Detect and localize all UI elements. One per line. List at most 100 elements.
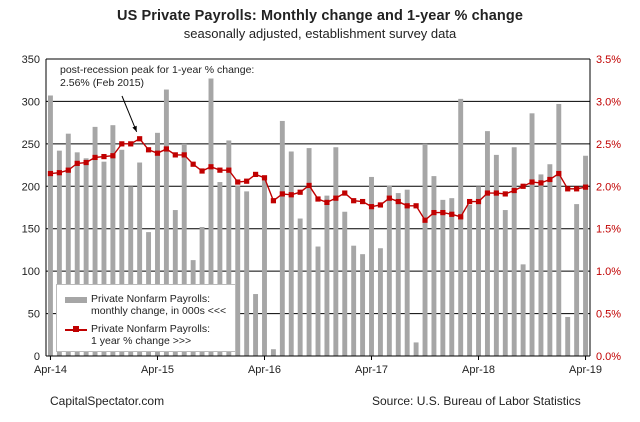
annotation-arrowhead xyxy=(132,125,137,132)
pct-change-marker xyxy=(306,182,312,189)
y-right-tick-label: 2.5% xyxy=(596,139,621,151)
payroll-bar xyxy=(244,191,250,356)
x-tick-label: Apr-15 xyxy=(141,364,174,376)
y-left-tick-label: 300 xyxy=(22,96,40,108)
pct-change-marker xyxy=(538,180,544,186)
legend-bar-label-1: Private Nonfarm Payrolls: xyxy=(91,293,211,305)
payroll-bar xyxy=(65,133,71,356)
pct-change-marker xyxy=(404,203,410,209)
x-tick-label: Apr-17 xyxy=(355,364,388,376)
pct-change-marker xyxy=(145,147,152,153)
pct-change-marker xyxy=(65,167,71,173)
payroll-bar xyxy=(502,210,508,356)
payroll-bar xyxy=(74,152,80,356)
pct-change-marker xyxy=(422,217,428,223)
y-left-tick-label: 50 xyxy=(28,309,40,321)
payroll-bar xyxy=(333,147,339,356)
payroll-bar xyxy=(547,164,553,356)
payroll-bar xyxy=(110,125,116,356)
pct-change-marker xyxy=(297,189,303,195)
pct-change-marker xyxy=(163,146,169,152)
pct-change-marker xyxy=(511,187,517,194)
pct-change-marker xyxy=(74,160,80,166)
peak-annotation-line1: post-recession peak for 1-year % change: xyxy=(60,64,255,76)
payroll-bar xyxy=(306,148,312,356)
pct-change-marker xyxy=(252,171,259,178)
pct-change-marker xyxy=(377,202,384,208)
x-tick-label: Apr-14 xyxy=(34,364,67,376)
pct-change-marker xyxy=(199,168,205,174)
x-tick-label: Apr-16 xyxy=(248,364,281,376)
chart-legend: Private Nonfarm Payrolls: monthly change… xyxy=(56,284,236,352)
annotation-arrow xyxy=(121,95,138,132)
y-right-tick-label: 1.5% xyxy=(596,224,621,236)
pct-change-marker xyxy=(154,150,161,156)
chart-title: US Private Payrolls: Monthly change and … xyxy=(117,8,523,24)
y-left-tick-label: 250 xyxy=(22,139,40,151)
payroll-bar xyxy=(48,95,53,356)
payroll-bar xyxy=(128,186,134,356)
payroll-bar xyxy=(556,103,562,356)
pct-change-marker xyxy=(333,195,339,201)
pct-change-marker xyxy=(128,141,134,147)
pct-change-marker xyxy=(502,191,508,197)
pct-change-marker xyxy=(475,198,482,205)
pct-change-marker xyxy=(368,204,375,210)
payroll-bar xyxy=(163,89,169,356)
payroll-bar xyxy=(324,195,330,356)
y-right-tick-label: 0.0% xyxy=(596,351,621,363)
pct-change-marker xyxy=(235,179,241,185)
pct-change-marker xyxy=(395,198,401,205)
y-right-tick-label: 3.0% xyxy=(596,96,621,108)
payroll-bar xyxy=(458,98,464,356)
payroll-bar xyxy=(279,120,285,357)
payroll-bar xyxy=(155,132,160,356)
pct-change-marker xyxy=(270,198,277,204)
payroll-bar xyxy=(92,126,98,356)
pct-change-marker xyxy=(449,211,455,217)
payroll-bar xyxy=(484,131,490,356)
payroll-bar xyxy=(270,349,276,356)
pct-change-marker xyxy=(288,192,294,198)
payroll-bar xyxy=(315,246,321,356)
payroll-bar xyxy=(386,185,392,356)
pct-change-marker xyxy=(315,196,321,202)
payroll-bar xyxy=(574,204,580,356)
pct-change-marker xyxy=(181,152,187,158)
payroll-bar xyxy=(83,158,89,356)
pct-change-marker xyxy=(119,141,125,147)
pct-change-marker xyxy=(137,136,143,142)
payroll-bar xyxy=(181,143,187,356)
pct-change-marker xyxy=(83,159,89,166)
payroll-bar xyxy=(511,147,517,356)
payroll-bar xyxy=(449,198,455,356)
payroll-bar xyxy=(583,155,588,356)
y-left-tick-label: 350 xyxy=(22,54,40,66)
payroll-bar xyxy=(476,186,481,356)
payroll-bar xyxy=(467,204,473,356)
payroll-bar xyxy=(413,342,419,356)
payroll-bar xyxy=(217,182,223,356)
payroll-bar xyxy=(226,140,232,356)
pct-change-marker xyxy=(547,176,553,183)
payroll-bar xyxy=(440,199,446,356)
pct-change-marker xyxy=(226,167,232,173)
pct-change-marker xyxy=(324,199,330,206)
pct-change-marker xyxy=(484,190,491,196)
peak-annotation: post-recession peak for 1-year % change:… xyxy=(60,64,254,90)
pct-change-marker xyxy=(110,153,116,159)
payroll-bar xyxy=(360,254,366,356)
payroll-bar xyxy=(395,193,401,356)
pct-change-marker xyxy=(172,152,178,158)
pct-change-marker xyxy=(458,214,464,220)
legend-line-label-2: 1 year % change >>> xyxy=(91,335,192,347)
legend-item-line: Private Nonfarm Payrolls: 1 year % chang… xyxy=(65,323,235,351)
payroll-bar xyxy=(119,149,125,356)
legend-bar-label-2: monthly change, in 000s <<< xyxy=(91,305,227,317)
chart-subtitle: seasonally adjusted, establishment surve… xyxy=(183,26,457,41)
pct-change-marker xyxy=(467,198,473,205)
pct-change-marker xyxy=(359,198,366,205)
pct-change-marker xyxy=(520,183,526,189)
payroll-bar xyxy=(101,161,107,356)
